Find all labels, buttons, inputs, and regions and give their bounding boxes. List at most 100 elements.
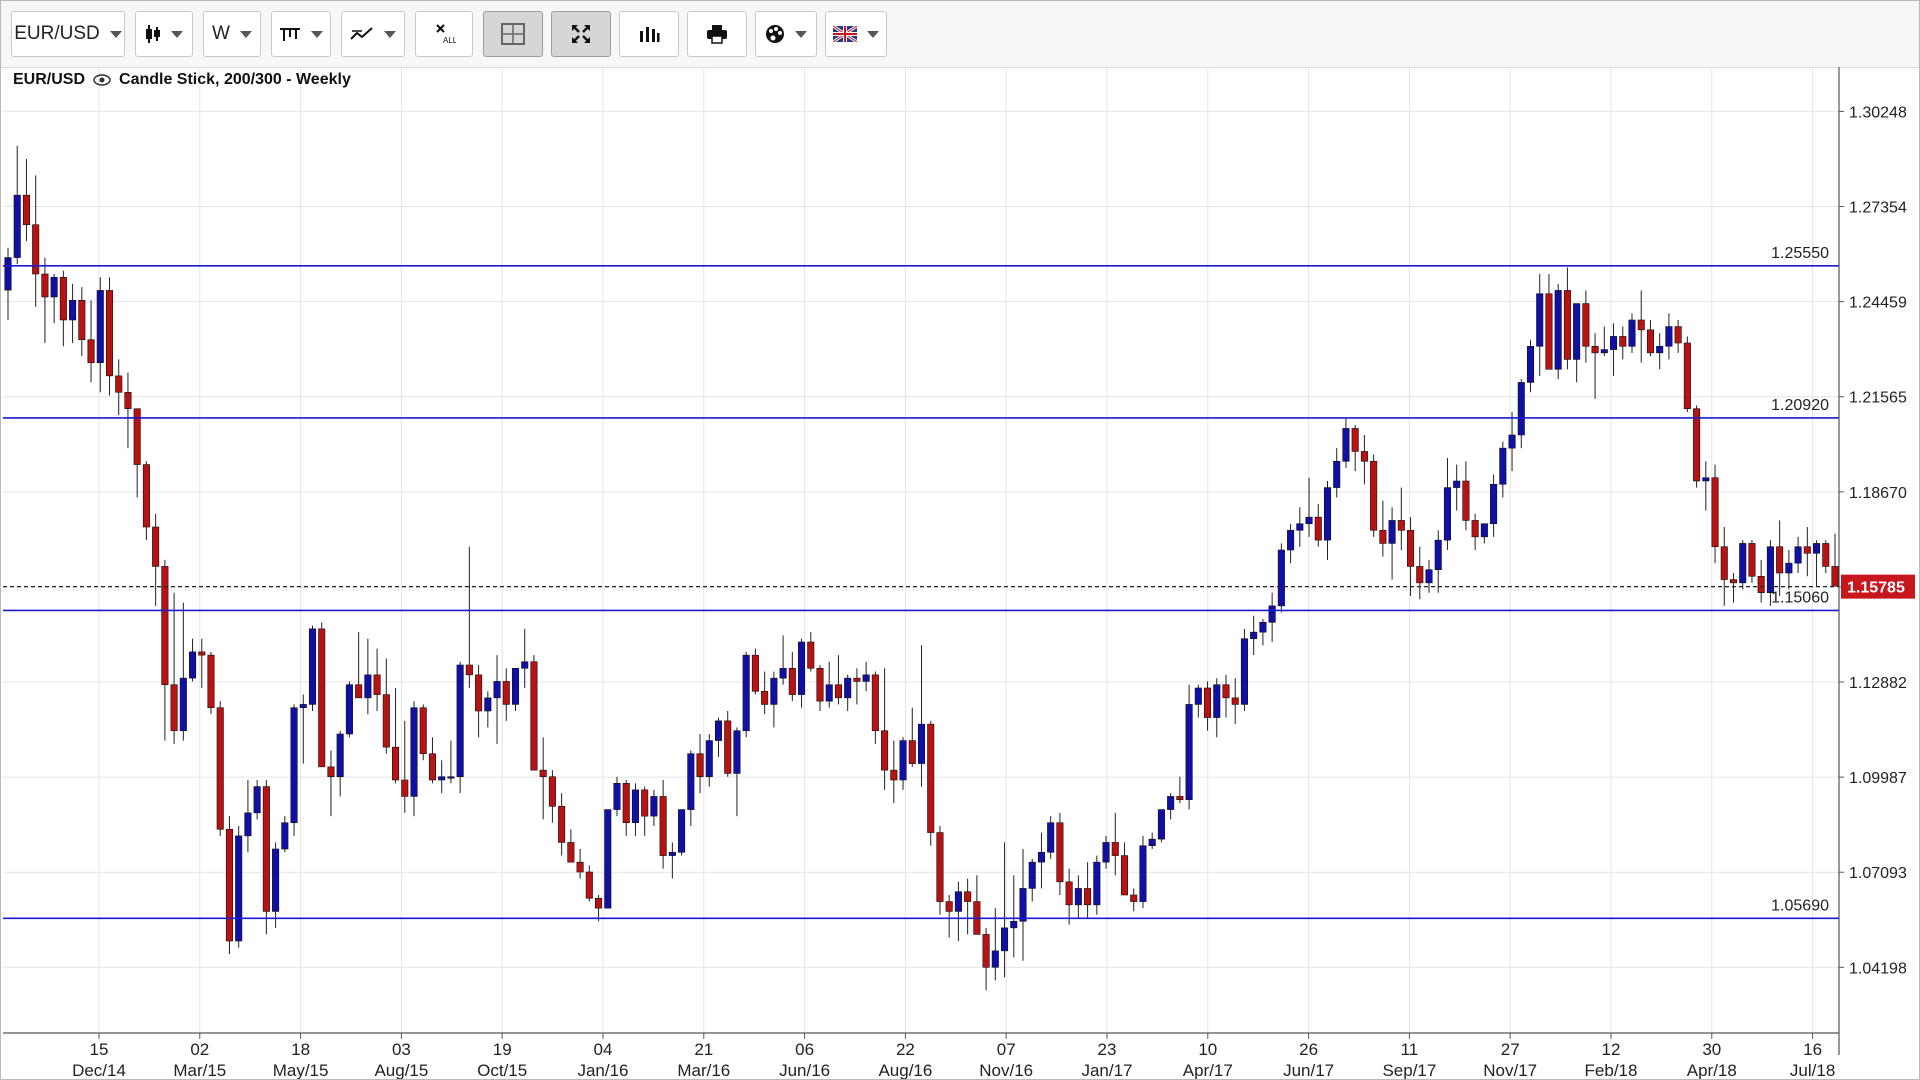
candle-body — [1711, 477, 1719, 548]
y-tick-label: 1.04198 — [1849, 960, 1907, 977]
candle-body — [392, 746, 400, 781]
x-tick-month: Jan/17 — [1081, 1061, 1132, 1079]
remove-all-button[interactable]: ALL — [415, 11, 473, 57]
x-tick-day: 16 — [1803, 1040, 1822, 1059]
candle-body — [1065, 881, 1073, 906]
x-tick-day: 03 — [392, 1040, 411, 1059]
candle-body — [798, 641, 806, 695]
eye-icon[interactable] — [93, 74, 111, 86]
candle-body — [336, 733, 344, 778]
chevron-down-icon — [384, 30, 396, 38]
candle-body — [1084, 888, 1092, 906]
candle-bullish — [1277, 543, 1285, 613]
candle-bullish — [687, 750, 695, 826]
candle-body — [1822, 543, 1830, 567]
candle-body — [1370, 460, 1378, 531]
candle-body — [705, 740, 713, 778]
candle-body — [1388, 520, 1396, 544]
candle-bearish — [355, 632, 363, 699]
volume-bars-icon — [640, 27, 660, 42]
candle-body — [419, 707, 427, 755]
fullscreen-toggle[interactable] — [551, 11, 611, 57]
draw-tools-button[interactable] — [341, 11, 405, 57]
candle-bullish — [364, 638, 372, 715]
candle-bullish — [862, 661, 870, 692]
candle-bearish — [124, 372, 132, 449]
candle-body — [59, 276, 67, 321]
candle-body — [1093, 861, 1101, 906]
theme-select[interactable] — [755, 11, 817, 57]
chart-title: EUR/USD Candle Stick, 200/300 - Weekly — [13, 71, 351, 89]
candle-bullish — [1425, 559, 1433, 593]
candle-bearish — [539, 737, 547, 820]
candle-bullish — [1610, 323, 1618, 376]
candle-bearish — [1416, 546, 1424, 600]
crosshair-icon — [501, 23, 525, 45]
candle-bullish — [899, 737, 907, 790]
chevron-down-icon — [311, 30, 323, 38]
x-tick-day: 18 — [291, 1040, 310, 1059]
candle-bullish — [1037, 832, 1045, 889]
candle-bullish — [1250, 615, 1258, 656]
candle-bullish — [4, 247, 12, 320]
candle-bearish — [576, 849, 584, 879]
candle-body — [345, 684, 353, 735]
candle-bearish — [622, 780, 630, 836]
candle-body — [447, 776, 455, 779]
candle-body — [1360, 451, 1368, 462]
candle-bullish — [1148, 832, 1156, 849]
language-select[interactable] — [825, 11, 887, 57]
candle-bearish — [595, 895, 603, 922]
candle-body — [558, 805, 566, 843]
candle-bullish — [825, 661, 833, 708]
candle-body — [945, 901, 953, 912]
candle-body — [1019, 888, 1027, 922]
y-tick-label: 1.30248 — [1849, 104, 1907, 121]
candle-body — [1213, 684, 1221, 718]
candle-bullish — [678, 809, 686, 856]
chart-type-select[interactable] — [135, 11, 193, 57]
candle-body — [899, 740, 907, 781]
candle-body — [964, 891, 972, 902]
candle-body — [1425, 569, 1433, 584]
candle-body — [382, 694, 390, 748]
candle-bullish — [1813, 540, 1821, 587]
x-tick-month: Aug/15 — [374, 1061, 428, 1079]
candle-body — [733, 730, 741, 774]
candle-bearish — [170, 592, 178, 744]
candle-body — [1582, 303, 1590, 347]
candle-body — [364, 674, 372, 699]
candle-bullish — [668, 842, 676, 879]
candle-body — [1047, 822, 1055, 853]
candle-body — [290, 707, 298, 824]
candle-bearish — [567, 829, 575, 863]
candle-body — [714, 720, 723, 741]
candle-bullish — [235, 826, 243, 948]
symbol-select[interactable]: EUR/USD — [11, 11, 125, 57]
volume-button[interactable] — [619, 11, 679, 57]
candle-bullish — [447, 740, 455, 784]
candle-bullish — [1508, 412, 1516, 472]
candle-bearish — [87, 300, 95, 383]
candle-body — [548, 776, 556, 807]
candle-bearish — [216, 701, 224, 836]
crosshair-toggle[interactable] — [483, 11, 543, 57]
svg-text:ALL: ALL — [443, 36, 456, 45]
candle-body — [1757, 575, 1765, 594]
x-tick-month: Nov/16 — [979, 1061, 1033, 1079]
print-button[interactable] — [687, 11, 747, 57]
candle-body — [456, 664, 464, 778]
candle-body — [1139, 845, 1147, 902]
candle-bullish — [779, 635, 787, 685]
candle-body — [1665, 326, 1673, 347]
candle-body — [1434, 539, 1442, 571]
candle-bullish — [1794, 536, 1802, 573]
indicators-button[interactable] — [271, 11, 331, 57]
candle-bullish — [798, 638, 806, 708]
x-tick-month: Jul/18 — [1790, 1061, 1835, 1079]
candle-bearish — [927, 720, 935, 846]
candle-bearish — [945, 895, 953, 938]
candle-body — [659, 796, 667, 856]
interval-select[interactable]: W — [203, 11, 261, 57]
